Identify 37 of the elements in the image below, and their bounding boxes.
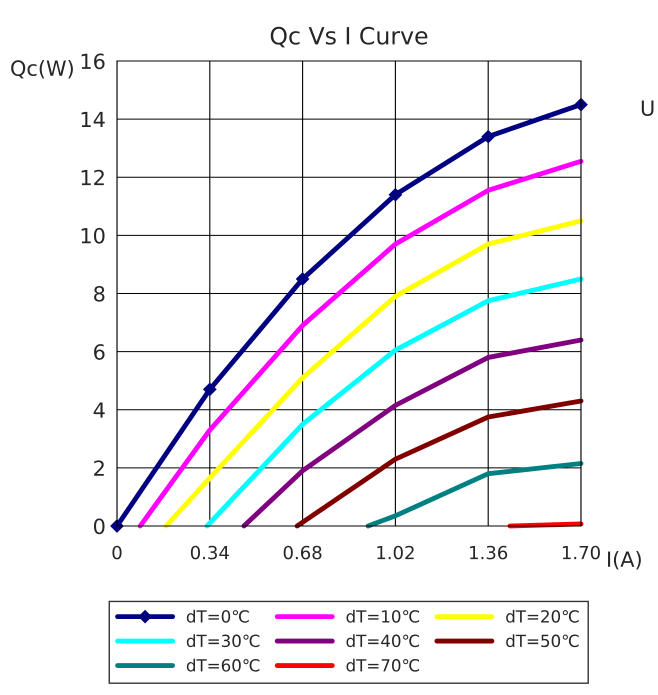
legend-label: dT=30℃ [186, 634, 260, 648]
x-axis-title: I(A) [608, 550, 641, 570]
y-tick-label: 4 [94, 402, 105, 418]
line-series [204, 276, 584, 528]
point [482, 130, 495, 144]
y-tick-label: 14 [82, 112, 105, 128]
x-tick-label: 0.68 [284, 546, 322, 560]
point [296, 272, 310, 286]
chart-title: Qc Vs I Curve [270, 26, 428, 48]
x-tick-label: 1.02 [377, 546, 414, 560]
legend-label: dT=70℃ [346, 658, 420, 672]
y-tick-label: 16 [82, 53, 105, 70]
legend-label: dT=60℃ [186, 658, 260, 672]
point [203, 382, 216, 396]
x-tick-label: 1.36 [470, 546, 508, 560]
line-series [138, 158, 584, 528]
y-tick-label: 0 [94, 518, 105, 534]
text: U [642, 100, 654, 116]
legend-label: dT=10℃ [346, 610, 420, 623]
x-tick-label: 1.70 [562, 546, 600, 560]
point [388, 188, 402, 202]
x-tick-label: 0 [112, 546, 122, 560]
legend-label: dT=0℃ [186, 610, 249, 623]
y-tick-label: 10 [82, 228, 105, 244]
y-axis-title: Qc(W) [11, 60, 73, 78]
y-tick-label: 8 [94, 286, 104, 302]
x-tick-label: 0.34 [190, 546, 229, 560]
y-tick-label: 6 [94, 344, 105, 360]
legend-label: dT=20℃ [506, 610, 579, 623]
y-tick-label: 12 [82, 170, 104, 186]
line-series [366, 461, 584, 528]
line-series [294, 398, 584, 528]
legend-label: dT=40℃ [346, 634, 420, 648]
line-series [164, 218, 584, 528]
legend-label: dT=50℃ [506, 634, 579, 648]
line-series [241, 338, 584, 528]
y-tick-label: 2 [94, 460, 104, 476]
